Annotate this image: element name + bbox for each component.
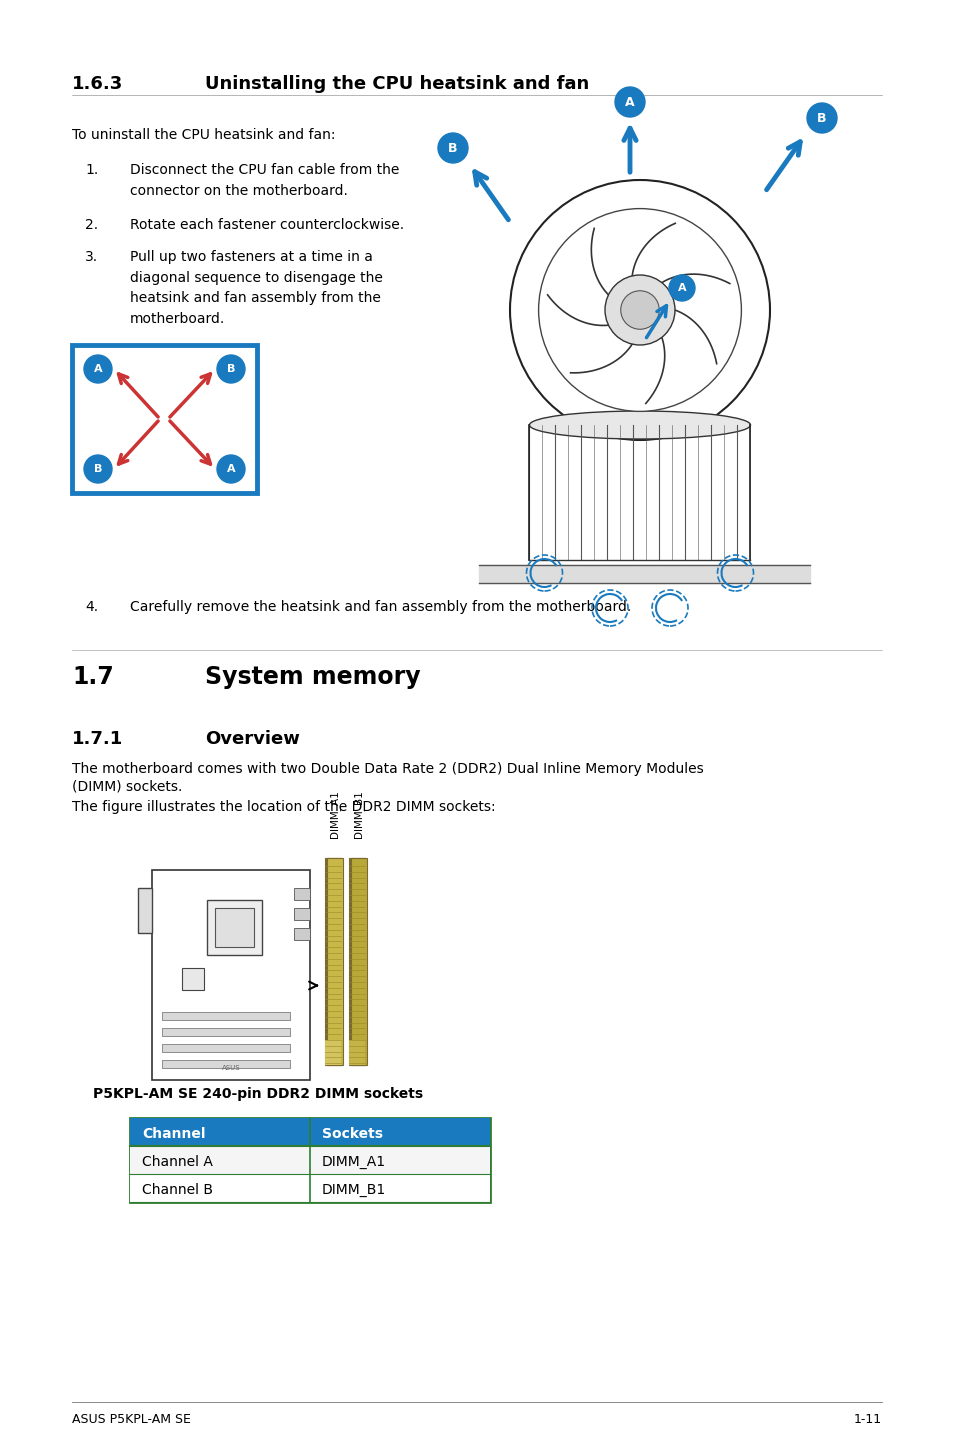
Text: 1.: 1.	[85, 162, 98, 177]
Circle shape	[216, 454, 245, 483]
Circle shape	[538, 209, 740, 411]
Bar	[182, 968, 204, 989]
Bar	[294, 907, 310, 920]
Text: Channel: Channel	[142, 1127, 205, 1140]
Text: B: B	[448, 141, 457, 154]
Text: A: A	[93, 364, 102, 374]
Text: ASUS: ASUS	[221, 1066, 240, 1071]
Text: 1-11: 1-11	[853, 1414, 882, 1426]
Text: P5KPL-AM SE 240-pin DDR2 DIMM sockets: P5KPL-AM SE 240-pin DDR2 DIMM sockets	[93, 1087, 423, 1102]
Text: Uninstalling the CPU heatsink and fan: Uninstalling the CPU heatsink and fan	[205, 75, 589, 93]
Bar	[214, 907, 253, 948]
Circle shape	[806, 104, 836, 132]
Text: DIMM_B1: DIMM_B1	[322, 1183, 386, 1196]
Circle shape	[84, 454, 112, 483]
Circle shape	[437, 132, 468, 162]
Bar	[327, 858, 343, 1066]
Text: DIMM_A1: DIMM_A1	[329, 791, 340, 838]
Text: Channel A: Channel A	[142, 1155, 213, 1169]
Bar	[152, 870, 310, 1080]
Bar	[71, 345, 256, 493]
Circle shape	[216, 355, 245, 383]
Text: The figure illustrates the location of the DDR2 DIMM sockets:: The figure illustrates the location of t…	[71, 800, 496, 814]
Circle shape	[668, 275, 695, 301]
Bar	[294, 889, 310, 900]
Circle shape	[604, 275, 675, 345]
Bar	[130, 1117, 490, 1202]
Text: 2.: 2.	[85, 219, 98, 232]
Text: A: A	[624, 95, 634, 108]
Text: DIMM_A1: DIMM_A1	[322, 1155, 386, 1169]
Text: ASUS P5KPL-AM SE: ASUS P5KPL-AM SE	[71, 1414, 191, 1426]
Circle shape	[510, 180, 769, 440]
Bar	[207, 900, 262, 955]
Circle shape	[84, 355, 112, 383]
Bar	[294, 928, 310, 940]
Bar	[326, 858, 341, 1066]
Text: (DIMM) sockets.: (DIMM) sockets.	[71, 779, 182, 794]
Bar	[349, 858, 365, 1066]
Bar	[162, 1028, 290, 1035]
Text: A: A	[227, 464, 235, 475]
Circle shape	[620, 290, 659, 329]
Bar	[350, 858, 366, 1066]
Circle shape	[615, 88, 644, 116]
Text: Sockets: Sockets	[322, 1127, 382, 1140]
Bar	[349, 1040, 365, 1066]
Text: B: B	[93, 464, 102, 475]
Text: 4.: 4.	[85, 600, 98, 614]
Text: Overview: Overview	[205, 731, 299, 748]
Text: 3.: 3.	[85, 250, 98, 265]
Bar	[130, 1173, 490, 1202]
Text: DIMM_B1: DIMM_B1	[354, 791, 364, 838]
Bar	[162, 1060, 290, 1068]
Bar	[325, 858, 340, 1066]
Bar	[351, 858, 367, 1066]
Text: B: B	[817, 112, 826, 125]
Text: B: B	[227, 364, 235, 374]
Text: The motherboard comes with two Double Data Rate 2 (DDR2) Dual Inline Memory Modu: The motherboard comes with two Double Da…	[71, 762, 703, 777]
Bar	[325, 1040, 340, 1066]
Text: A: A	[677, 283, 685, 293]
Text: 1.7: 1.7	[71, 664, 113, 689]
Bar	[130, 1146, 490, 1173]
Text: 1.6.3: 1.6.3	[71, 75, 123, 93]
Text: To uninstall the CPU heatsink and fan:: To uninstall the CPU heatsink and fan:	[71, 128, 335, 142]
Text: Disconnect the CPU fan cable from the
connector on the motherboard.: Disconnect the CPU fan cable from the co…	[130, 162, 399, 197]
Text: Carefully remove the heatsink and fan assembly from the motherboard.: Carefully remove the heatsink and fan as…	[130, 600, 631, 614]
Text: 1.7.1: 1.7.1	[71, 731, 123, 748]
Bar	[162, 1012, 290, 1020]
Bar	[162, 1044, 290, 1053]
Text: Channel B: Channel B	[142, 1183, 213, 1196]
Text: Rotate each fastener counterclockwise.: Rotate each fastener counterclockwise.	[130, 219, 404, 232]
Bar	[130, 1117, 490, 1146]
Ellipse shape	[529, 411, 750, 439]
Text: Pull up two fasteners at a time in a
diagonal sequence to disengage the
heatsink: Pull up two fasteners at a time in a dia…	[130, 250, 382, 326]
Bar	[138, 889, 152, 933]
Text: System memory: System memory	[205, 664, 420, 689]
